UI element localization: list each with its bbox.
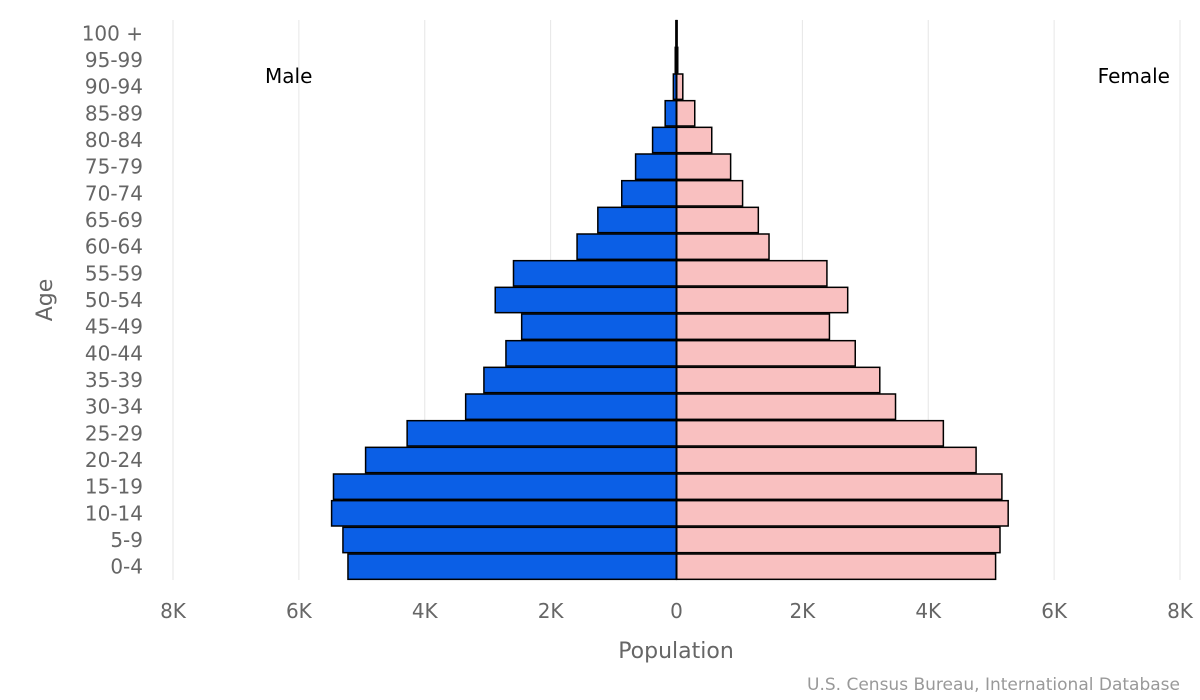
y-tick-label: 35-39	[85, 368, 143, 392]
male-bar-75-79	[634, 153, 678, 181]
y-tick-label: 45-49	[85, 315, 143, 339]
male-bar-5-9	[342, 526, 678, 554]
female-bar-55-59	[675, 259, 828, 287]
y-tick-label: 0-4	[110, 555, 143, 579]
x-tick-label: 6K	[286, 599, 313, 623]
male-bar-20-24	[364, 446, 678, 474]
female-bar-35-39	[675, 366, 881, 394]
credit-text: U.S. Census Bureau, International Databa…	[807, 675, 1180, 695]
female-bar-50-54	[675, 286, 849, 314]
female-bar-75-79	[675, 153, 732, 181]
y-tick-label: 40-44	[85, 341, 143, 365]
female-bar-45-49	[675, 313, 831, 341]
male-bar-50-54	[494, 286, 678, 314]
y-tick-label: 75-79	[85, 155, 143, 179]
male-bar-15-19	[332, 473, 678, 501]
male-bar-10-14	[330, 499, 678, 527]
y-tick-label: 60-64	[85, 235, 143, 259]
male-bar-55-59	[512, 259, 678, 287]
female-bar-70-74	[675, 179, 744, 207]
male-bar-60-64	[576, 233, 678, 261]
y-tick-label: 30-34	[85, 395, 143, 419]
female-bar-20-24	[675, 446, 977, 474]
x-tick-label: 6K	[1041, 599, 1068, 623]
y-tick-label: 100 +	[82, 21, 143, 45]
female-bar-30-34	[675, 393, 897, 421]
y-tick-label: 5-9	[110, 528, 143, 552]
legend-label-female: Female	[1098, 64, 1170, 88]
male-bar-25-29	[406, 419, 678, 447]
y-tick-label: 10-14	[85, 501, 143, 525]
y-axis-title: Age	[33, 279, 58, 322]
y-tick-label: 90-94	[85, 75, 143, 99]
x-tick-label: 4K	[915, 599, 942, 623]
y-tick-label: 80-84	[85, 128, 143, 152]
y-tick-label: 20-24	[85, 448, 143, 472]
female-bar-15-19	[675, 473, 1003, 501]
male-bar-80-84	[651, 126, 678, 154]
y-tick-label: 15-19	[85, 475, 143, 499]
male-bar-35-39	[483, 366, 678, 394]
female-bar-0-4	[675, 553, 997, 581]
male-bar-45-49	[520, 313, 678, 341]
bars	[330, 19, 1009, 581]
male-bar-70-74	[620, 179, 678, 207]
y-tick-label: 55-59	[85, 261, 143, 285]
x-tick-label: 8K	[1167, 599, 1194, 623]
male-bar-85-89	[664, 99, 678, 127]
male-bar-40-44	[505, 339, 678, 367]
y-tick-label: 85-89	[85, 101, 143, 125]
x-tick-label: 2K	[538, 599, 565, 623]
x-axis-title: Population	[618, 639, 734, 664]
y-tick-label: 65-69	[85, 208, 143, 232]
female-bar-60-64	[675, 233, 770, 261]
female-bar-25-29	[675, 419, 945, 447]
y-tick-label: 95-99	[85, 48, 143, 72]
female-bar-85-89	[675, 99, 696, 127]
y-tick-label: 25-29	[85, 421, 143, 445]
x-tick-label: 0	[670, 599, 683, 623]
x-tick-label: 2K	[789, 599, 816, 623]
x-tick-label: 4K	[412, 599, 439, 623]
male-bar-0-4	[347, 553, 678, 581]
male-bar-65-69	[597, 206, 678, 234]
female-bar-10-14	[675, 499, 1009, 527]
female-bar-65-69	[675, 206, 760, 234]
male-bar-30-34	[464, 393, 678, 421]
legend-label-male: Male	[265, 64, 312, 88]
female-bar-5-9	[675, 526, 1001, 554]
female-bar-40-44	[675, 339, 856, 367]
x-tick-label: 8K	[160, 599, 187, 623]
y-tick-label: 70-74	[85, 181, 143, 205]
female-bar-80-84	[675, 126, 713, 154]
y-tick-label: 50-54	[85, 288, 143, 312]
